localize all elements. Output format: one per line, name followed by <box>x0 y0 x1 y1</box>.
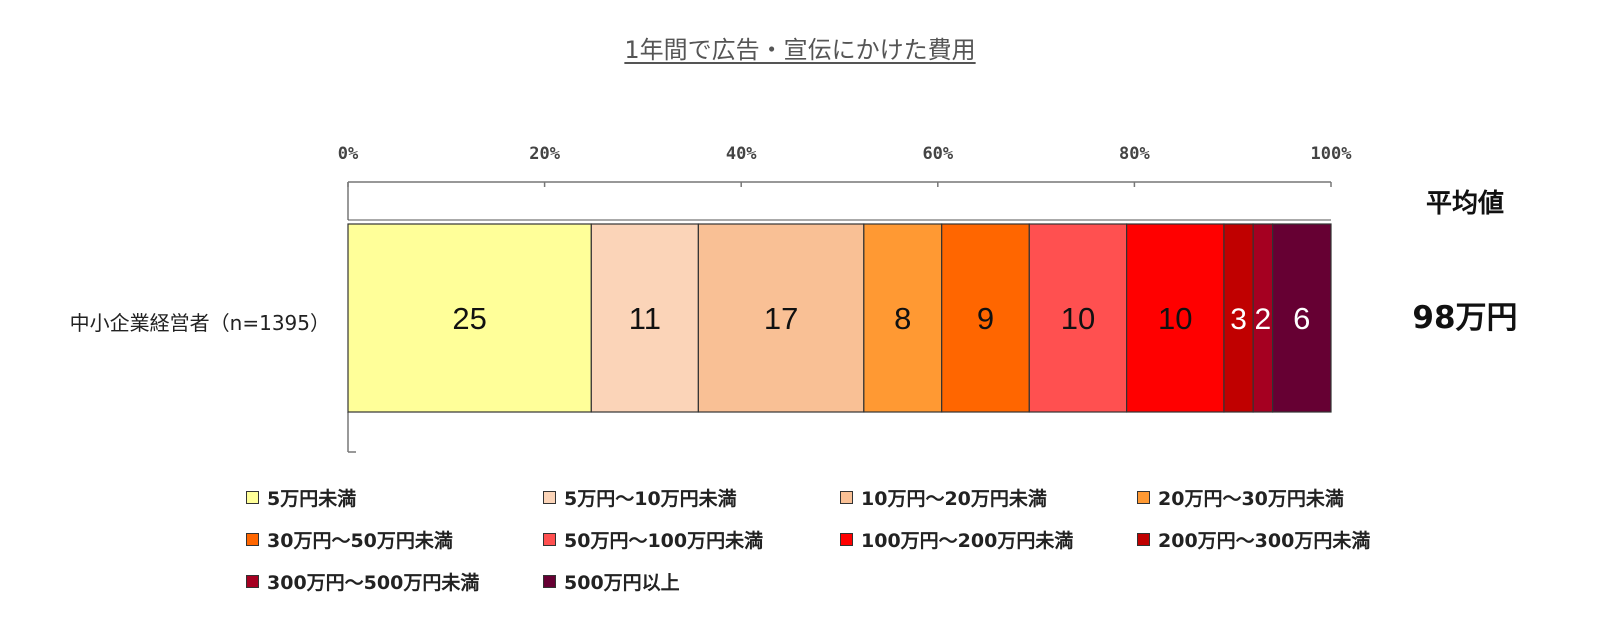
legend-item: 300万円～500万円未満 <box>246 568 479 595</box>
bar-segment <box>1126 223 1225 413</box>
x-tick-label: 60% <box>922 144 953 164</box>
bar-segment <box>1272 223 1332 413</box>
data-label: 9 <box>977 301 994 336</box>
bar-segment <box>863 223 943 413</box>
legend-label: 50万円～100万円未満 <box>564 530 764 552</box>
legend-item: 30万円～50万円未満 <box>246 526 453 553</box>
x-tick-label: 40% <box>726 144 757 164</box>
data-label: 11 <box>629 301 661 336</box>
x-tick-label: 20% <box>529 144 560 164</box>
bar-segment <box>941 223 1030 413</box>
data-label: 25 <box>452 301 486 336</box>
legend-swatch <box>840 533 853 546</box>
legend-swatch <box>1137 491 1150 504</box>
data-label: 6 <box>1293 301 1310 336</box>
average-header: 平均値 <box>1426 189 1504 219</box>
category-label: 中小企業経営者（n=1395） <box>70 311 330 335</box>
legend-label: 500万円以上 <box>564 572 680 594</box>
legend-item: 100万円～200万円未満 <box>840 526 1073 553</box>
legend-label: 300万円～500万円未満 <box>267 572 480 594</box>
legend-label: 200万円～300万円未満 <box>1158 530 1371 552</box>
legend-swatch <box>543 491 556 504</box>
average-value: 98万円 <box>1412 300 1517 336</box>
legend-label: 20万円～30万円未満 <box>1158 488 1344 510</box>
legend-swatch <box>246 533 259 546</box>
legend-label: 5万円～10万円未満 <box>564 488 737 510</box>
bar-segment <box>697 223 865 413</box>
legend-item: 5万円未満 <box>246 484 356 511</box>
legend-item: 20万円～30万円未満 <box>1137 484 1344 511</box>
legend-item: 10万円～20万円未満 <box>840 484 1047 511</box>
legend-label: 10万円～20万円未満 <box>861 488 1047 510</box>
legend-item: 500万円以上 <box>543 568 680 595</box>
legend-label: 100万円～200万円未満 <box>861 530 1074 552</box>
data-label: 3 <box>1230 303 1247 336</box>
legend-swatch <box>543 575 556 588</box>
chart-title: 1年間で広告・宣伝にかけた費用 <box>624 36 976 64</box>
legend-item: 200万円～300万円未満 <box>1137 526 1370 553</box>
legend-swatch <box>246 575 259 588</box>
data-label: 8 <box>894 301 911 336</box>
legend-swatch <box>246 491 259 504</box>
data-label: 10 <box>1158 301 1192 336</box>
data-label: 2 <box>1255 303 1272 336</box>
data-label: 10 <box>1061 301 1095 336</box>
x-tick-label: 80% <box>1119 144 1150 164</box>
x-tick-label: 100% <box>1311 144 1353 164</box>
data-label: 17 <box>764 301 798 336</box>
legend-label: 30万円～50万円未満 <box>267 530 453 552</box>
legend-item: 5万円～10万円未満 <box>543 484 737 511</box>
legend-label: 5万円未満 <box>267 488 357 510</box>
legend-swatch <box>1137 533 1150 546</box>
legend-item: 50万円～100万円未満 <box>543 526 763 553</box>
x-tick-label: 0% <box>338 144 359 164</box>
legend-swatch <box>543 533 556 546</box>
legend-swatch <box>840 491 853 504</box>
bar-segment <box>1028 223 1128 413</box>
